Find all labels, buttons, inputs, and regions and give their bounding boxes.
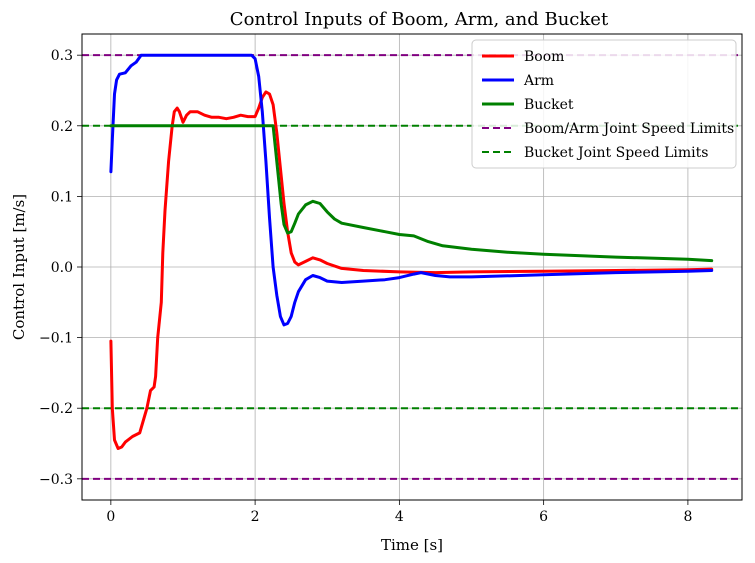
x-tick-label: 4 [395, 509, 404, 525]
y-tick-label: 0.1 [51, 189, 73, 205]
y-tick-label: 0.0 [51, 260, 73, 276]
legend-label: Arm [523, 73, 554, 89]
chart-title: Control Inputs of Boom, Arm, and Bucket [230, 9, 609, 30]
x-axis-label: Time [s] [381, 536, 443, 554]
legend-box [471, 39, 737, 169]
y-axis-ticks: −0.3 −0.2 −0.1 0.0 0.1 0.2 0.3 [39, 48, 82, 488]
x-tick-label: 8 [683, 509, 692, 525]
series-lines [109, 53, 714, 450]
y-tick-label: 0.3 [51, 48, 73, 64]
legend-label: Boom/Arm Joint Speed Limits [524, 121, 734, 137]
x-tick-label: 2 [251, 509, 260, 525]
x-tick-label: 6 [539, 509, 548, 525]
legend-label: Bucket Joint Speed Limits [524, 145, 708, 161]
series-line-bucket [109, 124, 714, 263]
y-tick-label: 0.2 [51, 119, 73, 135]
y-tick-label: −0.1 [39, 331, 73, 347]
legend-label: Boom [524, 49, 564, 65]
legend-label: Bucket [524, 97, 574, 113]
y-tick-label: −0.3 [39, 472, 73, 488]
y-tick-label: −0.2 [39, 401, 73, 417]
series-line-boom [109, 90, 714, 450]
x-tick-label: 0 [106, 509, 115, 525]
x-axis-ticks: 0 2 4 6 8 [106, 500, 692, 525]
series-line-arm [109, 53, 714, 327]
y-axis-label: Control Input [m/s] [10, 194, 28, 340]
legend: Boom Arm Bucket Boom/Arm Joint Speed Limits… [471, 39, 737, 169]
